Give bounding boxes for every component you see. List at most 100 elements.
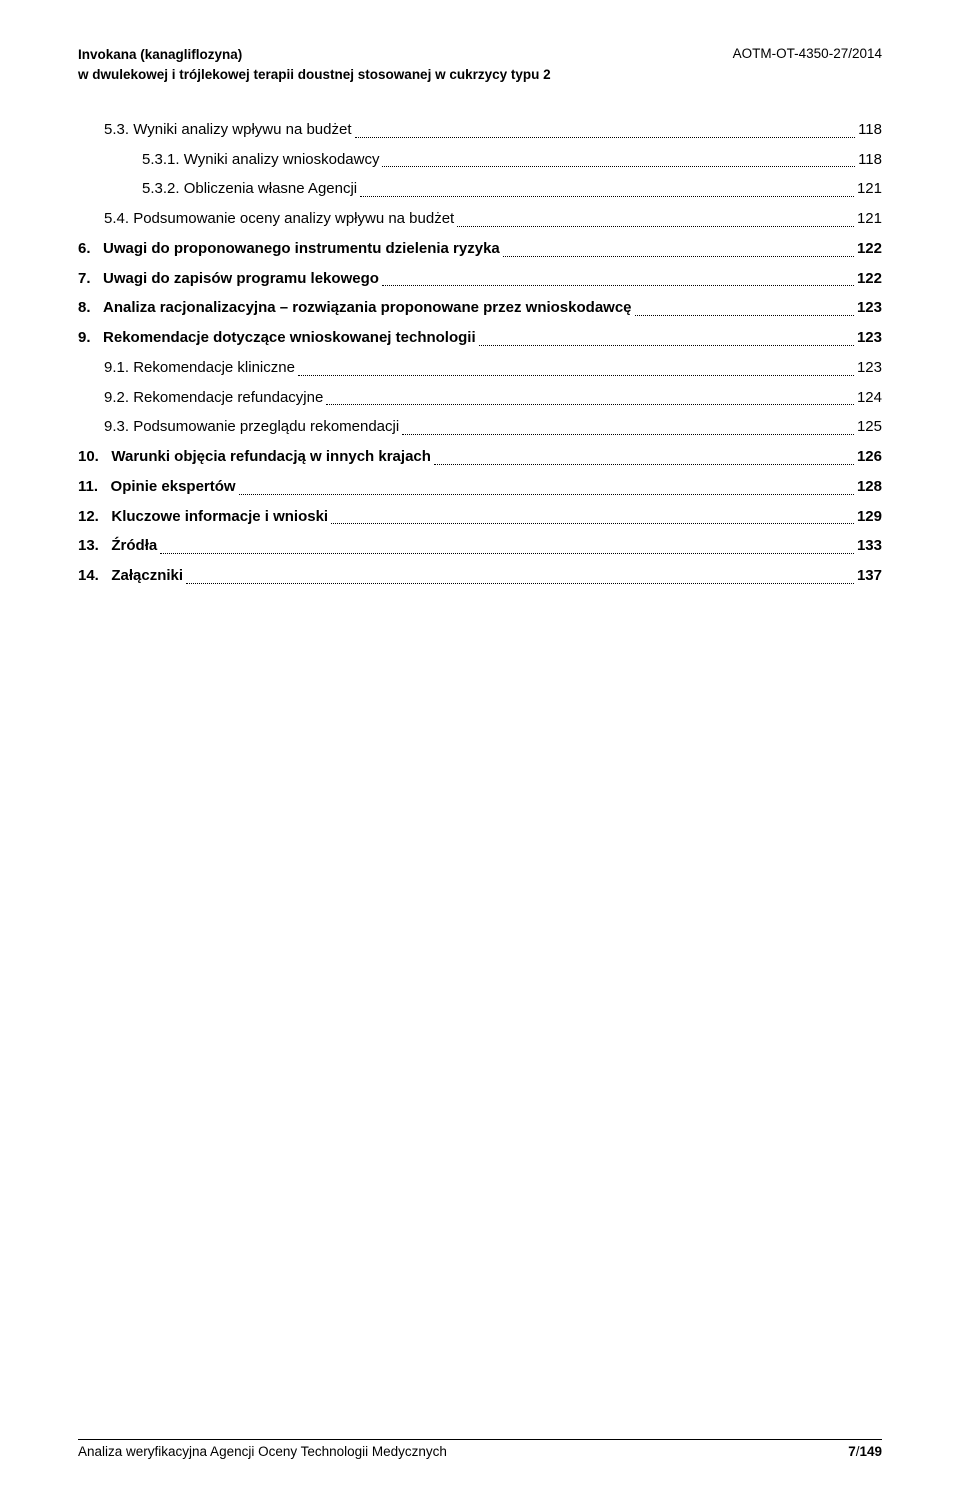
toc-entry-title: Wyniki analizy wnioskodawcy bbox=[184, 149, 380, 171]
toc-row: 9.3. Podsumowanie przeglądu rekomendacji… bbox=[78, 416, 882, 438]
toc-row: 14. Załączniki 137 bbox=[78, 565, 882, 587]
toc-dot-leader bbox=[298, 375, 854, 376]
page: Invokana (kanagliflozyna) w dwulekowej i… bbox=[0, 0, 960, 1505]
toc-entry-title: Załączniki bbox=[111, 565, 183, 587]
toc-dot-leader bbox=[457, 226, 854, 227]
toc-entry-page: 129 bbox=[857, 506, 882, 528]
footer-page-current: 7 bbox=[848, 1444, 856, 1459]
toc-entry-page: 133 bbox=[857, 535, 882, 557]
toc-gap bbox=[99, 535, 112, 557]
toc-row: 9.2. Rekomendacje refundacyjne 124 bbox=[78, 387, 882, 409]
toc-entry-page: 122 bbox=[857, 238, 882, 260]
toc-entry-number: 5.3. bbox=[104, 119, 129, 141]
toc-row: 6. Uwagi do proponowanego instrumentu dz… bbox=[78, 238, 882, 260]
toc-entry-title: Rekomendacje kliniczne bbox=[133, 357, 295, 379]
toc-row: 11. Opinie ekspertów 128 bbox=[78, 476, 882, 498]
toc-dot-leader bbox=[402, 434, 854, 435]
toc-entry-page: 118 bbox=[858, 119, 882, 141]
toc-entry-title: Rekomendacje dotyczące wnioskowanej tech… bbox=[103, 327, 476, 349]
toc-row: 13. Źródła 133 bbox=[78, 535, 882, 557]
toc-entry-number: 13. bbox=[78, 535, 99, 557]
toc-gap bbox=[91, 327, 104, 349]
toc-entry-number: 7. bbox=[78, 268, 91, 290]
toc-dot-leader bbox=[434, 464, 854, 465]
toc-entry-page: 123 bbox=[857, 327, 882, 349]
header-subtitle: w dwulekowej i trójlekowej terapii doust… bbox=[78, 66, 551, 85]
page-footer: Analiza weryfikacyjna Agencji Oceny Tech… bbox=[78, 1439, 882, 1459]
toc-dot-leader bbox=[635, 315, 854, 316]
toc-entry-page: 121 bbox=[857, 178, 882, 200]
header-doc-ref: AOTM-OT-4350-27/2014 bbox=[733, 46, 882, 85]
toc-gap bbox=[99, 446, 112, 468]
toc-entry-title: Kluczowe informacje i wnioski bbox=[111, 506, 328, 528]
toc-row: 5.3.1. Wyniki analizy wnioskodawcy 118 bbox=[78, 149, 882, 171]
toc-entry-page: 121 bbox=[857, 208, 882, 230]
toc-dot-leader bbox=[479, 345, 854, 346]
toc-entry-page: 128 bbox=[857, 476, 882, 498]
footer-left-text: Analiza weryfikacyjna Agencji Oceny Tech… bbox=[78, 1444, 447, 1459]
toc-entry-number: 5.4. bbox=[104, 208, 129, 230]
page-header: Invokana (kanagliflozyna) w dwulekowej i… bbox=[78, 46, 882, 85]
toc-entry-title: Warunki objęcia refundacją w innych kraj… bbox=[111, 446, 431, 468]
toc-entry-number: 9.3. bbox=[104, 416, 129, 438]
toc-gap bbox=[91, 297, 104, 319]
toc-entry-number: 9.2. bbox=[104, 387, 129, 409]
toc-row: 10. Warunki objęcia refundacją w innych … bbox=[78, 446, 882, 468]
toc-entry-page: 123 bbox=[857, 297, 882, 319]
toc-entry-title: Uwagi do zapisów programu lekowego bbox=[103, 268, 379, 290]
toc-entry-page: 118 bbox=[858, 149, 882, 171]
toc-entry-title: Opinie ekspertów bbox=[111, 476, 236, 498]
toc-entry-number: 10. bbox=[78, 446, 99, 468]
toc-dot-leader bbox=[186, 583, 854, 584]
toc-entry-number: 6. bbox=[78, 238, 91, 260]
toc-entry-page: 123 bbox=[857, 357, 882, 379]
toc-gap bbox=[99, 506, 112, 528]
toc-dot-leader bbox=[503, 256, 854, 257]
table-of-contents: 5.3. Wyniki analizy wpływu na budżet 118… bbox=[78, 119, 882, 587]
toc-row: 9.1. Rekomendacje kliniczne 123 bbox=[78, 357, 882, 379]
toc-entry-page: 126 bbox=[857, 446, 882, 468]
toc-entry-number: 5.3.2. bbox=[142, 178, 180, 200]
toc-gap bbox=[98, 476, 111, 498]
toc-entry-title: Podsumowanie oceny analizy wpływu na bud… bbox=[133, 208, 454, 230]
toc-row: 12. Kluczowe informacje i wnioski 129 bbox=[78, 506, 882, 528]
toc-row: 5.3.2. Obliczenia własne Agencji 121 bbox=[78, 178, 882, 200]
toc-entry-title: Wyniki analizy wpływu na budżet bbox=[133, 119, 351, 141]
toc-entry-number: 12. bbox=[78, 506, 99, 528]
toc-dot-leader bbox=[331, 523, 854, 524]
toc-gap bbox=[91, 268, 104, 290]
toc-gap bbox=[91, 238, 104, 260]
toc-entry-page: 122 bbox=[857, 268, 882, 290]
toc-entry-title: Uwagi do proponowanego instrumentu dziel… bbox=[103, 238, 500, 260]
footer-page-total: 149 bbox=[859, 1444, 882, 1459]
toc-row: 7. Uwagi do zapisów programu lekowego 12… bbox=[78, 268, 882, 290]
toc-entry-title: Rekomendacje refundacyjne bbox=[133, 387, 323, 409]
toc-entry-page: 137 bbox=[857, 565, 882, 587]
toc-dot-leader bbox=[382, 285, 854, 286]
toc-row: 9. Rekomendacje dotyczące wnioskowanej t… bbox=[78, 327, 882, 349]
toc-row: 5.3. Wyniki analizy wpływu na budżet 118 bbox=[78, 119, 882, 141]
toc-entry-number: 8. bbox=[78, 297, 91, 319]
toc-entry-number: 5.3.1. bbox=[142, 149, 180, 171]
toc-entry-number: 11. bbox=[78, 476, 98, 498]
toc-gap bbox=[99, 565, 112, 587]
toc-entry-title: Podsumowanie przeglądu rekomendacji bbox=[133, 416, 399, 438]
toc-entry-page: 125 bbox=[857, 416, 882, 438]
toc-row: 5.4. Podsumowanie oceny analizy wpływu n… bbox=[78, 208, 882, 230]
toc-entry-title: Obliczenia własne Agencji bbox=[184, 178, 357, 200]
toc-dot-leader bbox=[239, 494, 854, 495]
footer-page-counter: 7/149 bbox=[848, 1444, 882, 1459]
toc-entry-title: Źródła bbox=[111, 535, 157, 557]
header-title: Invokana (kanagliflozyna) bbox=[78, 46, 551, 65]
toc-entry-number: 9.1. bbox=[104, 357, 129, 379]
toc-dot-leader bbox=[360, 196, 854, 197]
header-left-block: Invokana (kanagliflozyna) w dwulekowej i… bbox=[78, 46, 551, 85]
toc-dot-leader bbox=[382, 166, 855, 167]
toc-entry-page: 124 bbox=[857, 387, 882, 409]
toc-dot-leader bbox=[160, 553, 854, 554]
toc-dot-leader bbox=[355, 137, 856, 138]
toc-entry-title: Analiza racjonalizacyjna – rozwiązania p… bbox=[103, 297, 631, 319]
toc-entry-number: 14. bbox=[78, 565, 99, 587]
toc-entry-number: 9. bbox=[78, 327, 91, 349]
toc-dot-leader bbox=[326, 404, 854, 405]
